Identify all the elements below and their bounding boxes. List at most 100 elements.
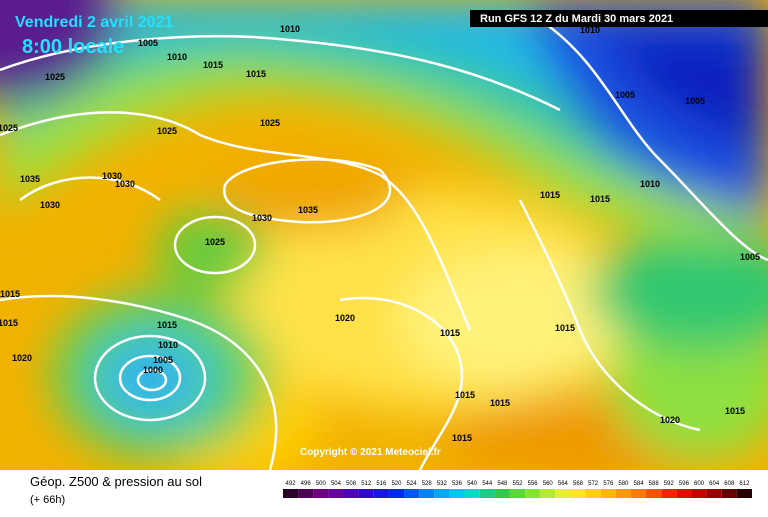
isobar-label: 1015 [455,390,475,400]
isobar-label: 1030 [115,179,135,189]
isobar-label: 1015 [540,190,560,200]
isobar-label: 1015 [440,328,460,338]
legend-swatch [343,489,359,498]
legend-label: 576 [603,481,614,487]
legend-label: 548 [497,481,508,487]
isobar-label: 1005 [153,355,173,365]
legend-swatch [706,489,722,498]
isobar-label: 1005 [138,38,158,48]
legend-label: 556 [528,481,539,487]
legend-swatch [358,489,374,498]
legend-swatch [373,489,389,498]
legend-label: 592 [664,481,675,487]
legend-swatch [736,489,752,498]
copyright: Copyright © 2021 Meteociel.fr [300,447,441,458]
legend-label: 520 [391,481,402,487]
isobar-label: 1015 [203,60,223,70]
legend-label: 508 [346,481,357,487]
legend-swatch [494,489,510,498]
isobar-label: 1025 [260,118,280,128]
legend-swatch [283,489,299,498]
legend-swatch [464,489,480,498]
legend-swatch [449,489,465,498]
isobar-label: 1020 [12,353,32,363]
isobar-label: 1000 [143,365,163,375]
legend-label: 504 [331,481,342,487]
legend-swatch [555,489,571,498]
legend-label: 528 [422,481,433,487]
isobar-label: 1015 [452,433,472,443]
legend-swatch [676,489,692,498]
legend-label: 560 [543,481,554,487]
legend-swatch [328,489,344,498]
isobar-label: 1015 [555,323,575,333]
legend-label: 532 [437,481,448,487]
footer-title: Géop. Z500 & pression au sol [30,474,202,489]
lead-time: (+ 66h) [30,494,65,506]
legend-label: 608 [724,481,735,487]
legend-label: 568 [573,481,584,487]
legend-swatch [298,489,314,498]
legend-label: 612 [739,481,750,487]
isobar-label: 1015 [157,320,177,330]
legend-label: 512 [361,481,372,487]
isobar-label: 1020 [335,313,355,323]
legend-swatch [721,489,737,498]
isobar-label: 1005 [685,96,705,106]
legend-label: 496 [301,481,312,487]
legend-label: 540 [467,481,478,487]
isobar-label: 1010 [640,179,660,189]
isobar-label: 1015 [590,194,610,204]
legend-swatch [570,489,586,498]
legend-swatch [691,489,707,498]
isobar-label: 1010 [167,52,187,62]
isobar-label: 1015 [490,398,510,408]
isobar-label: 1005 [615,90,635,100]
legend-label: 584 [634,481,645,487]
legend-swatch [661,489,677,498]
isobar-label: 1025 [0,123,18,133]
legend-label: 564 [558,481,569,487]
legend-swatch [404,489,420,498]
legend-label: 580 [618,481,629,487]
legend-swatch [479,489,495,498]
legend-swatch [509,489,526,498]
legend-label: 552 [512,481,523,487]
isobar-label: 1015 [0,318,18,328]
isobar-label: 1030 [252,213,272,223]
date: Vendredi 2 avril 2021 [15,14,173,31]
isobar-label: 1025 [205,237,225,247]
legend-swatch [646,489,662,498]
isobar-label: 1005 [740,252,760,262]
isobar-label: 1010 [158,340,178,350]
isobar-label: 1010 [280,24,300,34]
run-info: Run GFS 12 Z du Mardi 30 mars 2021 [480,13,673,25]
legend-label: 492 [286,481,297,487]
legend-swatch [600,489,616,498]
isobar-label: 1035 [20,174,40,184]
isobar-label: 1025 [157,126,177,136]
legend-label: 588 [649,481,660,487]
isobar-label: 1015 [246,69,266,79]
isobar-label: 1030 [40,200,60,210]
legend-label: 500 [316,481,327,487]
legend-swatch [615,489,631,498]
legend-label: 604 [709,481,720,487]
isobar-label: 1030 [102,171,122,181]
legend-swatch [630,489,647,498]
isobar-label: 1010 [580,25,600,35]
legend-swatch [525,489,541,498]
legend-swatch [585,489,601,498]
legend-label: 572 [588,481,599,487]
isobar-label: 1035 [298,205,318,215]
legend-label: 536 [452,481,463,487]
isobar-label: 1015 [725,406,745,416]
run-box [470,10,768,27]
legend-label: 600 [694,481,705,487]
isobar-label: 1025 [45,72,65,82]
legend-swatch [419,489,435,498]
time: 8:00 locale [22,36,124,58]
legend-swatch [540,489,556,498]
